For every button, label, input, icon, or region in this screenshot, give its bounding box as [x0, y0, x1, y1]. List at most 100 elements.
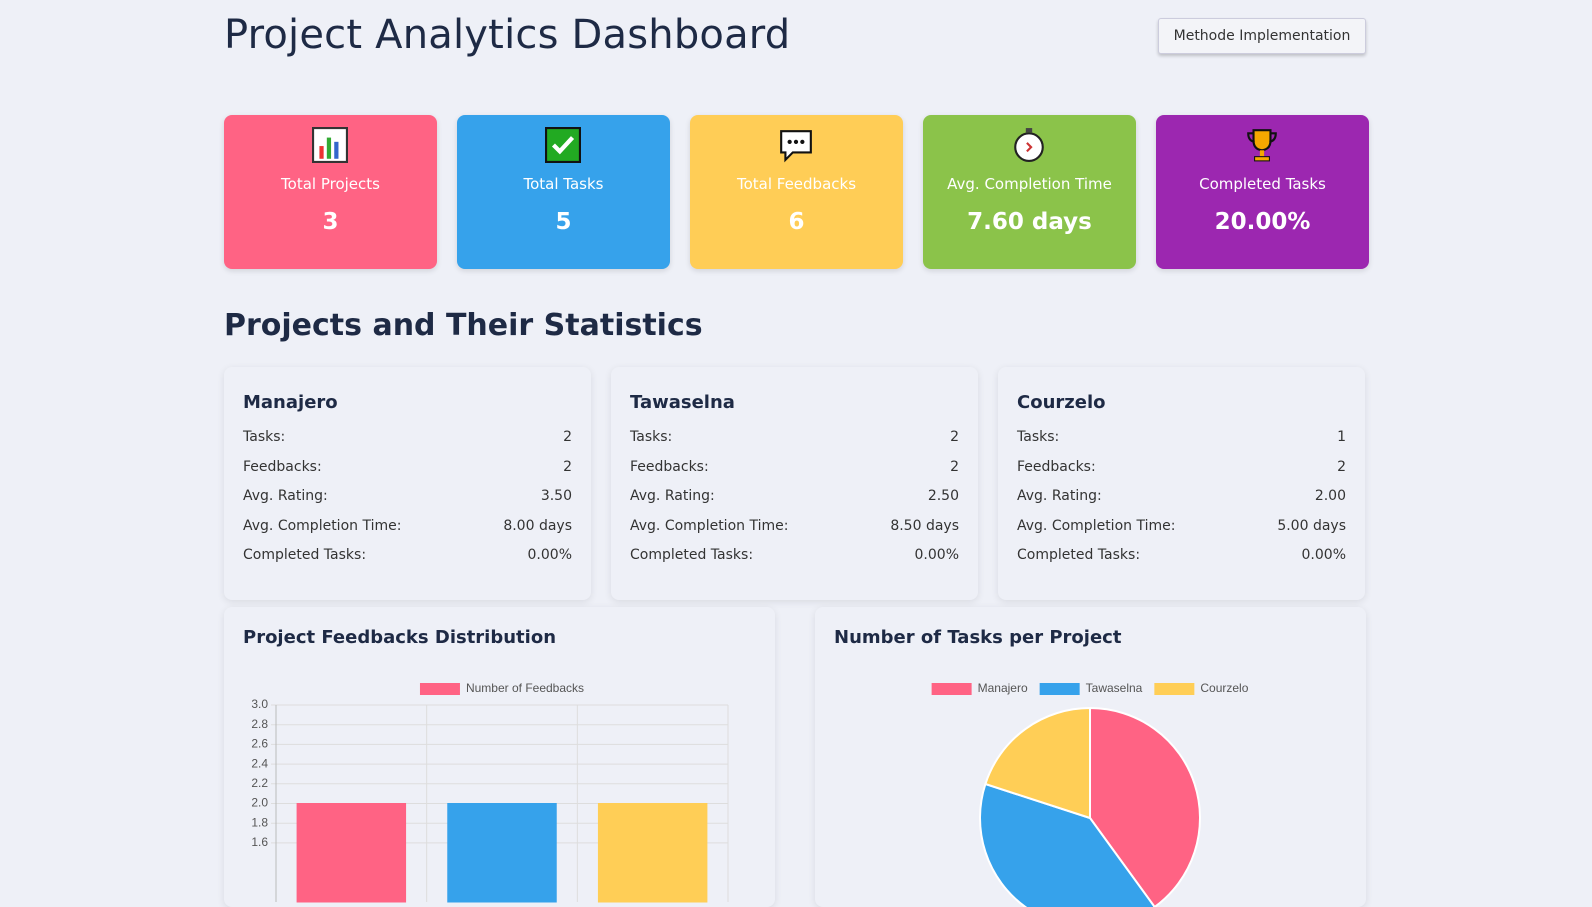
- project-cards: Manajero Tasks: 2 Feedbacks: 2 Avg. Rating: 3.…: [224, 367, 1365, 600]
- stat-label: Total Projects: [281, 175, 380, 193]
- row-value: 0.00%: [527, 547, 572, 564]
- row-label: Avg. Completion Time:: [630, 517, 789, 534]
- row-label: Avg. Completion Time:: [1017, 517, 1176, 534]
- legend-label: Manajero: [978, 681, 1028, 695]
- row-label: Avg. Rating:: [1017, 488, 1102, 505]
- y-tick-label: 3.0: [251, 697, 268, 711]
- stat-row: Tasks: 1: [1017, 429, 1346, 459]
- stat-label: Total Tasks: [523, 175, 604, 193]
- row-label: Feedbacks:: [630, 458, 709, 475]
- stat-row: Tasks: 2: [630, 429, 959, 459]
- stat-label: Total Feedbacks: [736, 175, 857, 193]
- bar: [597, 803, 708, 903]
- stat-cards: Total Projects 3 Total Tasks 5 Total Feedbac…: [224, 115, 1369, 269]
- stat-card: Total Projects 3: [224, 115, 437, 269]
- legend-label: Number of Feedbacks: [466, 681, 584, 695]
- section-title: Projects and Their Statistics: [224, 308, 703, 343]
- legend-label: Courzelo: [1200, 681, 1248, 695]
- row-value: 2.00: [1314, 488, 1346, 505]
- stat-row: Feedbacks: 2: [1017, 459, 1346, 489]
- stat-value: 7.60 days: [967, 209, 1092, 235]
- y-tick-label: 2.8: [251, 717, 268, 731]
- y-tick-label: 2.0: [251, 796, 268, 810]
- chart-title: Project Feedbacks Distribution: [243, 627, 557, 648]
- project-name: Manajero: [243, 392, 338, 413]
- project-card: Tawaselna Tasks: 2 Feedbacks: 2 Avg. Rating: 2…: [611, 367, 978, 600]
- y-tick-label: 2.2: [251, 776, 268, 790]
- row-label: Completed Tasks:: [630, 547, 754, 564]
- project-name: Tawaselna: [630, 392, 735, 413]
- stat-row: Avg. Completion Time: 5.00 days: [1017, 518, 1346, 548]
- row-value: 0.00%: [1301, 547, 1346, 564]
- row-value: 8.00 days: [503, 517, 572, 534]
- stat-icon: [545, 127, 581, 163]
- row-label: Tasks:: [1017, 429, 1060, 445]
- row-value: 0.00%: [914, 547, 959, 564]
- row-value: 2.50: [927, 488, 959, 505]
- legend-swatch: [931, 683, 972, 695]
- stat-value: 5: [555, 209, 572, 235]
- page: Project Analytics Dashboard Methode Impl…: [224, 12, 1369, 907]
- row-label: Tasks:: [243, 429, 286, 445]
- project-name: Courzelo: [1017, 392, 1106, 413]
- method-button[interactable]: Methode Implementation: [1158, 18, 1366, 54]
- legend-swatch: [419, 683, 460, 695]
- stat-row: Completed Tasks: 0.00%: [1017, 547, 1346, 577]
- legend: Number of Feedbacks: [419, 681, 584, 695]
- legend-label: Tawaselna: [1086, 681, 1143, 695]
- page-title: Project Analytics Dashboard: [224, 12, 791, 58]
- row-value: 2: [563, 458, 572, 475]
- legend-swatch: [1039, 683, 1080, 695]
- stat-label: Completed Tasks: [1199, 175, 1326, 193]
- y-tick-label: 1.8: [251, 815, 268, 829]
- row-label: Feedbacks:: [243, 458, 322, 475]
- y-tick-label: 1.6: [251, 835, 268, 849]
- row-value: 2: [563, 429, 572, 445]
- row-label: Tasks:: [630, 429, 673, 445]
- chart: Manajero Tawaselna Courzelo: [931, 681, 1249, 907]
- row-value: 2: [950, 429, 959, 445]
- bar: [447, 803, 557, 903]
- chart: Number of Feedbacks 1.6 1.8 2.0 2.2 2.4 2.6 2.8…: [251, 681, 729, 903]
- row-label: Avg. Rating:: [630, 488, 715, 505]
- row-label: Completed Tasks:: [1017, 547, 1141, 564]
- legend-swatch: [1154, 683, 1195, 695]
- stat-row: Completed Tasks: 0.00%: [243, 547, 572, 577]
- pie-slice: [984, 706, 1091, 820]
- row-label: Avg. Rating:: [243, 488, 328, 505]
- chart-card: Project Feedbacks Distribution Number of …: [224, 607, 775, 907]
- stat-card: Completed Tasks 20.00%: [1156, 115, 1369, 269]
- stat-icon: [1247, 129, 1277, 162]
- stat-card: Total Feedbacks 6: [690, 115, 903, 269]
- legend: Manajero Tawaselna Courzelo: [931, 681, 1249, 695]
- stat-icon: [312, 127, 348, 163]
- project-card: Courzelo Tasks: 1 Feedbacks: 2 Avg. Rating: 2.…: [998, 367, 1365, 600]
- row-label: Feedbacks:: [1017, 458, 1096, 475]
- chart-title: Number of Tasks per Project: [834, 627, 1122, 648]
- stat-icon: [1014, 128, 1044, 162]
- row-value: 2: [950, 458, 959, 475]
- row-label: Completed Tasks:: [243, 547, 367, 564]
- y-tick-label: 2.4: [251, 756, 268, 770]
- chart-card: Number of Tasks per Project Manajero Tawas…: [815, 607, 1366, 907]
- stat-card: Avg. Completion Time 7.60 days: [923, 115, 1136, 269]
- stat-value: 20.00%: [1214, 209, 1311, 235]
- stat-row: Completed Tasks: 0.00%: [630, 547, 959, 577]
- stat-row: Feedbacks: 2: [630, 459, 959, 489]
- stat-row: Avg. Rating: 2.50: [630, 488, 959, 518]
- bar: [296, 803, 407, 903]
- row-label: Avg. Completion Time:: [243, 517, 402, 534]
- y-tick-label: 2.6: [251, 737, 268, 751]
- stat-label: Avg. Completion Time: [947, 175, 1112, 193]
- project-card: Manajero Tasks: 2 Feedbacks: 2 Avg. Rating: 3.…: [224, 367, 591, 600]
- row-value: 2: [1337, 458, 1346, 475]
- stat-row: Avg. Completion Time: 8.00 days: [243, 518, 572, 548]
- stat-row: Avg. Rating: 2.00: [1017, 488, 1346, 518]
- stat-value: 6: [788, 209, 805, 235]
- row-value: 3.50: [540, 488, 572, 505]
- row-value: 5.00 days: [1277, 517, 1346, 534]
- stat-row: Tasks: 2: [243, 429, 572, 459]
- row-value: 8.50 days: [890, 517, 959, 534]
- stat-row: Avg. Rating: 3.50: [243, 488, 572, 518]
- stat-card: Total Tasks 5: [457, 115, 670, 269]
